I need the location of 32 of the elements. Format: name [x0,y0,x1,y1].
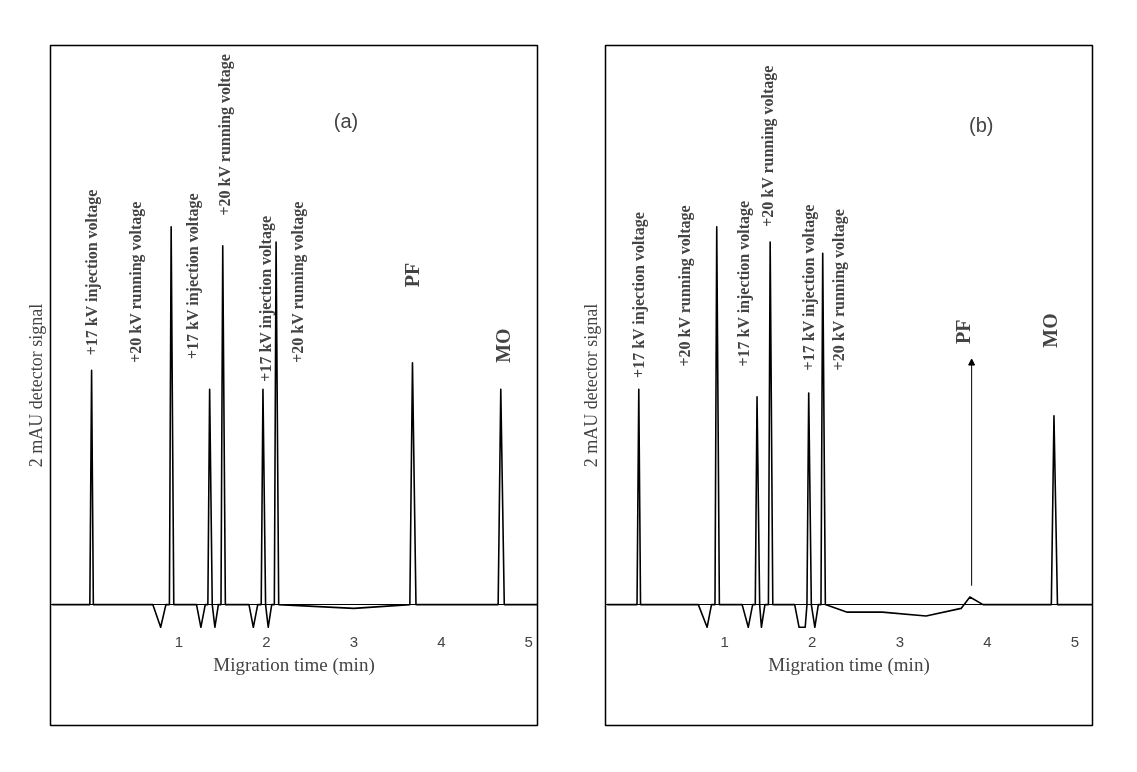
y-axis-title: 2 mAU detector signal [25,303,46,468]
annotation: MO [492,328,515,363]
x-tick-label: 5 [1070,632,1080,650]
x-tick-label: 2 [262,632,271,650]
annotation: +20 kV running voltage [829,209,848,371]
annotation: +20 kV running voltage [126,201,145,363]
annotation: +20 kV running voltage [675,205,694,367]
annotation: PF [951,319,974,344]
x-tick-label: 2 [808,632,817,650]
annotation: PF [401,262,424,288]
annotation: +17 kV injection voltage [83,189,102,356]
x-tick-label: 3 [895,632,904,650]
text: +20 kV running voltage [215,54,234,216]
annotation: MO [1039,313,1062,348]
x-tick-label: 5 [524,632,533,650]
annotation: +17 kV injection voltage [257,216,276,382]
x-tick-label: 1 [720,632,729,650]
x-tick-label: 4 [437,632,446,650]
annotation: +20 kV running voltage [289,201,308,363]
x-axis-title: Migration time (min) [768,653,930,676]
text: (a) [333,110,359,133]
annotation: +17 kV injection voltage [183,193,202,360]
annotation: +17 kV injection voltage [630,212,649,378]
x-tick-label: 1 [174,632,184,650]
annotation: +17 kV injection voltage [735,200,754,367]
x-tick-label: 3 [349,632,359,650]
y-axis-title: 2 mAU detector signal [580,303,601,468]
x-tick-label: 4 [983,632,992,650]
text: (b) [969,113,994,136]
annotation: +20 kV running voltage [759,65,778,227]
x-axis-title: Migration time (min) [213,653,375,676]
annotation: +17 kV injection voltage [800,204,819,371]
